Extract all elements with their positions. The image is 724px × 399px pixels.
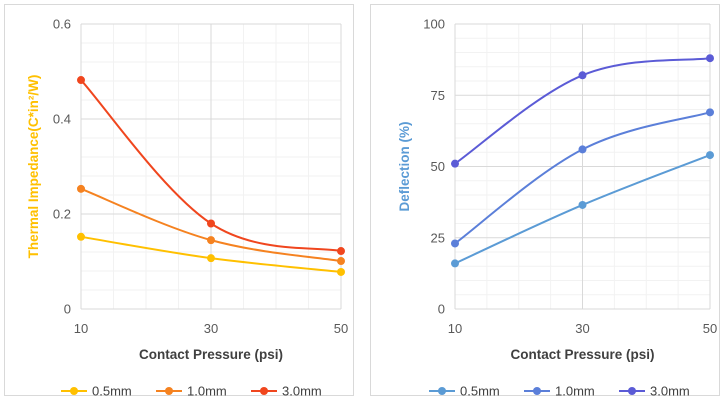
y-tick-label: 25	[431, 230, 445, 245]
legend-swatch-marker	[70, 387, 78, 395]
y-tick-label: 50	[431, 159, 445, 174]
data-point-1.0mm	[451, 239, 459, 248]
data-point-3.0mm	[706, 54, 714, 63]
deflection-chart: 0 25 50 75 100 10 30 50 Contact Pressure (psi) De…	[370, 4, 720, 398]
data-point-1.0mm	[207, 236, 215, 245]
data-point-3.0mm	[337, 247, 345, 256]
data-point-0.5mm	[207, 254, 215, 263]
x-axis-label: Contact Pressure (psi)	[510, 347, 654, 362]
data-point-0.5mm	[77, 232, 85, 241]
data-point-1.0mm	[706, 108, 714, 117]
legend-label: 1.0mm	[187, 384, 227, 398]
x-tick-label: 50	[703, 321, 717, 336]
data-point-0.5mm	[706, 151, 714, 160]
y-tick-label: 75	[431, 88, 445, 103]
y-tick-label: 100	[423, 17, 445, 32]
data-point-0.5mm	[578, 200, 587, 209]
x-axis-label: Contact Pressure (psi)	[139, 347, 283, 362]
data-point-3.0mm	[578, 71, 587, 80]
legend-label: 3.0mm	[282, 384, 322, 398]
data-point-0.5mm	[451, 259, 459, 268]
legend-label: 1.0mm	[555, 384, 595, 398]
y-axis-label: Deflection (%)	[397, 121, 412, 211]
y-tick-label: 0	[438, 302, 445, 317]
data-point-3.0mm	[77, 76, 85, 85]
y-tick-label: 0.4	[53, 112, 71, 127]
data-point-0.5mm	[337, 267, 345, 276]
thermal-impedance-plot: 0 0.2 0.4 0.6 10 30 50 Contact Pressure (psi) Th…	[26, 17, 348, 398]
legend-swatch-marker	[533, 387, 541, 395]
legend-label: 0.5mm	[460, 384, 500, 398]
data-point-1.0mm	[337, 257, 345, 266]
y-tick-label: 0	[64, 302, 71, 317]
legend-swatch-marker	[260, 387, 268, 395]
data-point-1.0mm	[77, 184, 85, 193]
data-point-3.0mm	[207, 219, 215, 228]
deflection-plot: 0 25 50 75 100 10 30 50 Contact Pressure (psi) De…	[397, 17, 717, 398]
legend-label: 3.0mm	[650, 384, 690, 398]
x-tick-label: 30	[575, 321, 589, 336]
y-tick-label: 0.6	[53, 17, 71, 32]
data-point-3.0mm	[451, 159, 459, 168]
y-tick-label: 0.2	[53, 207, 71, 222]
x-tick-label: 30	[204, 321, 218, 336]
legend-swatch-marker	[165, 387, 173, 395]
legend-swatch-marker	[628, 387, 636, 395]
legend-swatch-marker	[438, 387, 446, 395]
x-tick-label: 10	[74, 321, 88, 336]
data-point-1.0mm	[578, 145, 587, 154]
x-tick-label: 50	[334, 321, 348, 336]
thermal-impedance-chart: 0 0.2 0.4 0.6 10 30 50 Contact Pressure (psi) Th…	[4, 4, 354, 398]
x-tick-label: 10	[448, 321, 462, 336]
y-axis-label: Thermal Impedance(C*in²/W)	[26, 75, 41, 259]
series-line-3.0mm	[80, 79, 342, 253]
legend-label: 0.5mm	[92, 384, 132, 398]
